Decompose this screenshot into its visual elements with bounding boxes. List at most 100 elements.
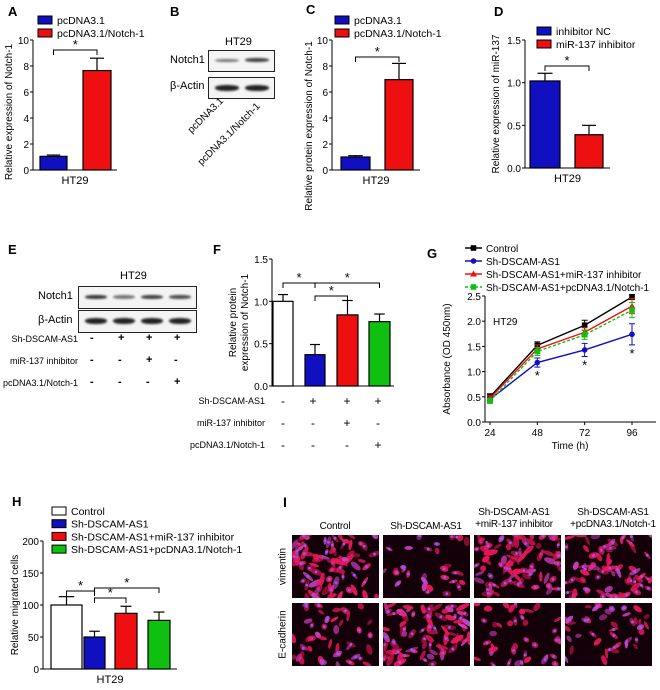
- x-axis-label: HT29: [554, 173, 581, 185]
- significance-star: *: [78, 578, 83, 593]
- fluorescence-image: [565, 535, 652, 598]
- blot-e-sign: +: [174, 332, 181, 344]
- y-axis-label: Relative protein expression of Notch-1: [304, 41, 315, 211]
- legend-swatch: [37, 28, 53, 38]
- y-tick-label: 2: [322, 140, 328, 151]
- blot-e-condition-label: miR-137 inhibitor: [9, 356, 78, 366]
- bar: [368, 321, 391, 387]
- blot-b-actin: [208, 77, 275, 99]
- y-tick-label: 6: [23, 88, 29, 99]
- bar: [574, 134, 604, 169]
- legend-label: Sh-DSCAM-AS1+miR-137 inhibitor: [71, 531, 235, 543]
- y-tick-label: 1.5: [254, 255, 268, 266]
- condition-sign: -: [281, 438, 285, 452]
- condition-sign: +: [374, 438, 381, 452]
- y-tick-label: 6: [322, 88, 328, 99]
- blot-e-sign: -: [174, 354, 178, 366]
- condition-sign: -: [281, 416, 285, 430]
- column-header: Control: [319, 521, 351, 532]
- blot-e-title: HT29: [120, 270, 147, 282]
- bar: [384, 79, 414, 171]
- blot-e-row-actin: β-Actin: [38, 314, 73, 326]
- blot-e-condition-label: pcDNA3.1/Notch-1: [2, 378, 78, 388]
- blot-b-title: HT29: [225, 36, 252, 48]
- row-label: E-cadherin: [277, 609, 289, 659]
- significance-bracket: [53, 49, 98, 55]
- condition-sign: +: [309, 394, 316, 408]
- data-point: [487, 398, 493, 404]
- fluorescence-image: [383, 603, 470, 666]
- significance-bracket: [94, 597, 127, 603]
- data-point: [629, 331, 635, 338]
- y-tick-label: 50: [28, 633, 40, 644]
- significance-bracket: [66, 590, 95, 596]
- data-point: [629, 294, 635, 300]
- significance-star: *: [629, 346, 634, 361]
- legend-label: Control: [486, 244, 518, 255]
- data-point: [470, 245, 477, 251]
- y-tick-label: 8: [322, 62, 328, 73]
- y-tick-label: 1.5: [507, 36, 521, 47]
- condition-label: pcDNA3.1/Notch-1: [190, 440, 265, 450]
- blot-e-sign: -: [90, 376, 94, 388]
- series-line: [489, 309, 633, 402]
- condition-sign: +: [343, 394, 350, 408]
- panel-label-d: D: [494, 4, 504, 19]
- condition-sign: -: [345, 438, 349, 452]
- bar: [340, 156, 371, 171]
- significance-star: *: [296, 270, 301, 285]
- blot-e-sign: -: [118, 376, 122, 388]
- blot-e-actin: [78, 310, 197, 333]
- annotation-ht29: HT29: [493, 317, 518, 328]
- column-header: Sh-DSCAM-AS1: [390, 521, 462, 532]
- legend-swatch: [51, 544, 67, 554]
- legend-label: pcDNA3.1: [354, 15, 402, 27]
- legend-swatch: [51, 531, 67, 541]
- legend-swatch: [334, 28, 350, 38]
- condition-label: Sh-DSCAM-AS1: [198, 396, 265, 406]
- y-tick-label: 1.0: [254, 297, 268, 308]
- bar: [304, 354, 326, 387]
- y-axis-label: Absorbance (OD 450nm): [442, 303, 453, 414]
- row-label: vimentin: [277, 547, 289, 585]
- y-tick-label: 200: [22, 537, 39, 548]
- bar: [82, 69, 112, 171]
- y-axis-label: Relative migrated cells: [10, 555, 21, 656]
- data-point: [581, 322, 588, 329]
- fluorescence-image: [474, 535, 561, 598]
- blot-b-row-notch1: Notch1: [170, 54, 205, 66]
- y-tick-label: 1.0: [467, 368, 481, 379]
- blot-e-notch1: [78, 286, 197, 309]
- condition-sign: -: [376, 416, 380, 430]
- data-point: [534, 348, 541, 355]
- panel-label-i: I: [283, 494, 287, 510]
- y-tick-label: 0.5: [507, 121, 521, 132]
- x-axis-label: HT29: [363, 175, 390, 187]
- blot-e-row-notch1: Notch1: [38, 290, 73, 302]
- significance-star: *: [582, 357, 587, 372]
- condition-sign: -: [311, 416, 315, 430]
- series-line: [489, 333, 633, 400]
- legend-swatch: [37, 15, 53, 25]
- data-point: [581, 332, 588, 338]
- significance-bracket: [355, 56, 400, 62]
- legend-label: Sh-DSCAM-AS1+miR-137 inhibitor: [486, 270, 642, 281]
- fluorescence-image: [565, 603, 652, 666]
- y-tick-label: 2.5: [467, 292, 481, 303]
- legend-swatch: [51, 506, 67, 516]
- legend-label: miR-137 inhibitor: [556, 39, 636, 51]
- chart-D: 0.0 0.5 1.0 1.5 Relative expression of miR-1…: [491, 26, 636, 185]
- legend-swatch: [334, 15, 350, 25]
- x-tick-label: 72: [579, 428, 591, 439]
- x-tick-label: 24: [484, 428, 496, 439]
- y-tick-label: 2.0: [467, 317, 481, 328]
- panel-label-b: B: [170, 4, 180, 19]
- column-header: Sh-DSCAM-AS1 +pcDNA3.1/Notch-1: [570, 507, 656, 530]
- panel-label-a: A: [8, 4, 18, 19]
- y-axis-label: Relative expression of miR-137: [491, 34, 502, 173]
- panel-label-g: G: [427, 246, 438, 261]
- y-tick-label: 0: [322, 166, 328, 177]
- bar: [336, 314, 359, 387]
